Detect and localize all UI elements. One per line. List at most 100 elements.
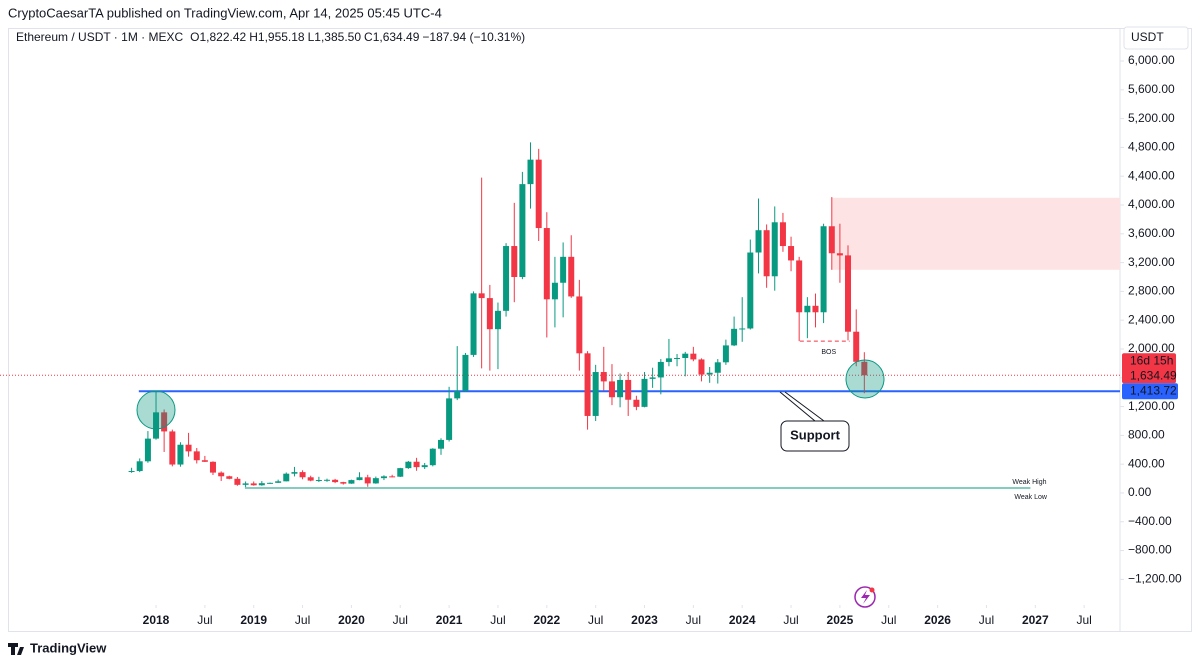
candle-body [739, 328, 746, 330]
candle-body [779, 222, 786, 247]
x-tick-label: Jul [881, 613, 896, 627]
x-tick-label: 2023 [631, 613, 658, 627]
candle-body [454, 391, 461, 399]
x-tick-label: 2020 [338, 613, 365, 627]
candle-body [250, 483, 257, 486]
candle-body [209, 461, 216, 473]
candle-body [275, 481, 282, 483]
currency: USDT [1131, 30, 1164, 44]
x-tick-label: Jul [197, 613, 212, 627]
candle-body [332, 479, 339, 483]
last-price-box [1122, 353, 1176, 384]
callout-pointer [779, 391, 825, 422]
candle-body [356, 477, 363, 481]
candle-body [511, 246, 518, 277]
candle-body [421, 465, 428, 468]
candle-body [169, 431, 176, 465]
last-price-label: 1,634.49 [1130, 368, 1177, 382]
candle-body [682, 353, 689, 358]
candle-body [543, 228, 550, 300]
callout-box [780, 420, 850, 452]
candle-body [633, 399, 640, 407]
candle-body [503, 246, 510, 311]
candle-body [405, 461, 412, 469]
ohlc-value: 1,634.49 [373, 30, 420, 44]
candle-body [820, 226, 827, 313]
y-tick-label: −1,200.00 [1128, 572, 1182, 586]
candle-body [177, 444, 184, 465]
supply-zone [831, 197, 1120, 270]
candle-body [690, 353, 697, 360]
y-tick-label: −400.00 [1128, 514, 1172, 528]
candle-body [535, 159, 542, 229]
brand: TradingView [30, 640, 107, 655]
candle-body [226, 476, 233, 479]
ohlc-value: 1,822.42 [200, 30, 247, 44]
candle-body [372, 478, 379, 484]
y-tick-label: 0.00 [1128, 485, 1152, 499]
support-price-box [1122, 383, 1178, 400]
candle-body [853, 331, 860, 362]
candle-body [315, 480, 322, 482]
candle-body [340, 482, 347, 484]
candle-body [193, 451, 200, 461]
x-tick-label: 2018 [143, 613, 170, 627]
support-price-label: 1,413.72 [1130, 383, 1177, 397]
x-tick-label: Jul [393, 613, 408, 627]
candle-body [348, 480, 355, 484]
candle-body [486, 298, 493, 330]
y-tick-label: 4,400.00 [1128, 168, 1175, 182]
candle-body [747, 252, 754, 329]
x-tick-label: Jul [1076, 613, 1091, 627]
candle-body [462, 354, 469, 392]
tv-logo [8, 643, 24, 655]
ohlc-key: L [308, 30, 315, 44]
candle-body [185, 444, 192, 452]
candle-body [242, 483, 249, 485]
highlight-circle [845, 359, 885, 399]
y-tick-label: 3,200.00 [1128, 255, 1175, 269]
y-tick-label: 2,000.00 [1128, 341, 1175, 355]
candle-body [576, 296, 583, 354]
ohlc-value: 1,955.18 [258, 30, 305, 44]
y-tick-label: 5,600.00 [1128, 82, 1175, 96]
event-dot [869, 587, 875, 593]
countdown: 16d 15h [1130, 353, 1173, 367]
candle-body [706, 372, 713, 375]
bos-label: BOS [821, 349, 836, 356]
candle-body [201, 460, 208, 462]
candle-body [625, 379, 632, 400]
symbol: Ethereum / USDT · 1M · MEXC [16, 30, 183, 44]
candle-body [836, 253, 843, 256]
y-tick-label: 5,200.00 [1128, 111, 1175, 125]
candle-body [796, 260, 803, 313]
callout-text: Support [790, 427, 840, 442]
candle-body [674, 357, 681, 359]
plot: Weak High Weak Low BOS [0, 142, 1120, 501]
candle-body [161, 412, 168, 432]
candle-body [731, 328, 738, 346]
candle-body [755, 230, 762, 253]
x-tick-label: Jul [686, 613, 701, 627]
candle-body [698, 359, 705, 375]
y-tick-label: 400.00 [1128, 456, 1165, 470]
candle-body [429, 448, 436, 466]
candle-body [763, 230, 770, 277]
legend: Ethereum / USDT · 1M · MEXC O 1,822.42 H 1,9… [16, 30, 525, 44]
candle-body [519, 184, 526, 277]
candle-body [617, 379, 624, 398]
candle-body [608, 381, 615, 398]
candle-body [258, 483, 265, 486]
y-tick-label: 3,600.00 [1128, 226, 1175, 240]
candle-body [600, 372, 607, 382]
candle-body [861, 361, 868, 376]
candle-body [478, 293, 485, 299]
candle-body [722, 345, 729, 363]
candle-body [551, 282, 558, 300]
candle-body [560, 256, 567, 283]
candle-body [438, 439, 445, 449]
candle-body [389, 476, 396, 478]
candle-body [307, 477, 314, 481]
